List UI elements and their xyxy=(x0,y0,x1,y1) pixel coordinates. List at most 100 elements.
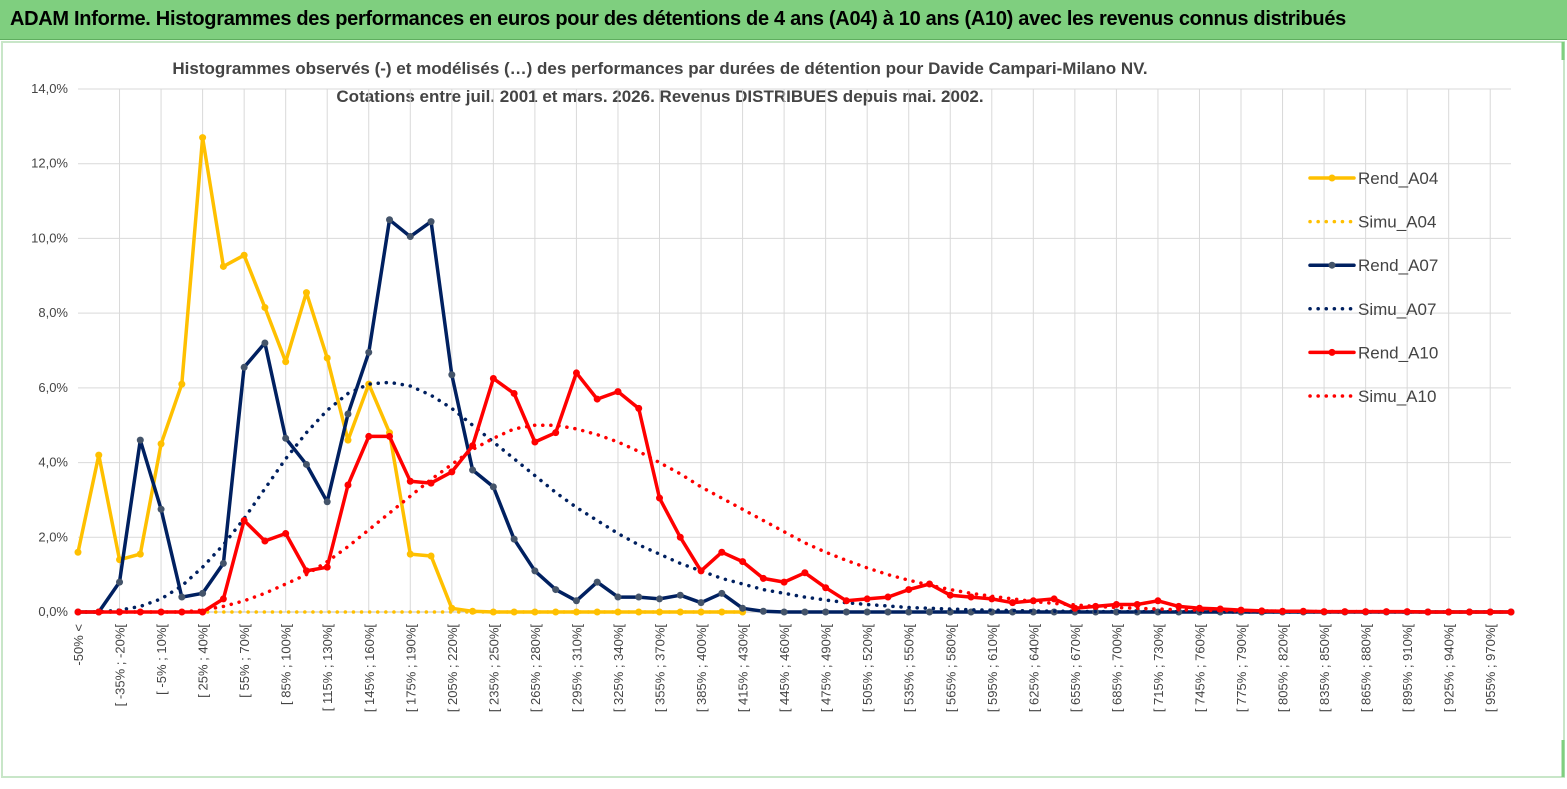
x-tick-label: [ 385% ; 400%[ xyxy=(694,624,709,713)
data-point xyxy=(302,289,310,297)
data-point xyxy=(676,591,684,599)
data-point xyxy=(344,481,352,489)
data-point xyxy=(427,218,435,226)
data-point xyxy=(1050,595,1058,603)
x-tick-label: [ -35% ; -20%[ xyxy=(113,624,128,707)
data-point xyxy=(739,604,747,612)
data-point xyxy=(614,608,622,616)
data-point xyxy=(759,574,767,582)
data-point xyxy=(1112,608,1120,616)
x-tick-label: [ 655% ; 670%[ xyxy=(1068,624,1083,713)
data-point xyxy=(386,216,394,224)
data-point xyxy=(240,363,248,371)
legend-label: Simu_A07 xyxy=(1358,300,1436,319)
data-point xyxy=(531,567,539,575)
data-point xyxy=(552,429,560,437)
x-tick-label: -50% < xyxy=(71,624,86,666)
data-point xyxy=(780,608,788,616)
data-point xyxy=(302,460,310,468)
data-point xyxy=(718,589,726,597)
data-point xyxy=(406,477,414,485)
data-point xyxy=(842,597,850,605)
x-tick-label: [ 925% ; 940%[ xyxy=(1442,624,1457,713)
data-point xyxy=(448,468,456,476)
x-tick-label: [ 565% ; 580%[ xyxy=(943,624,958,713)
data-point xyxy=(946,591,954,599)
data-point xyxy=(136,550,144,558)
x-tick-label: [ 895% ; 910%[ xyxy=(1400,624,1415,713)
data-point xyxy=(552,586,560,594)
data-point xyxy=(406,233,414,241)
data-point xyxy=(344,410,352,418)
x-tick-label: [ 865% ; 880%[ xyxy=(1359,624,1374,713)
data-point xyxy=(427,552,435,560)
x-tick-label: [ 325% ; 340%[ xyxy=(611,624,626,713)
data-point xyxy=(136,608,144,616)
data-point xyxy=(697,599,705,607)
data-point xyxy=(261,537,269,545)
data-point xyxy=(905,586,913,594)
data-point xyxy=(323,354,331,362)
data-point xyxy=(676,533,684,541)
data-point xyxy=(801,569,809,577)
data-point xyxy=(780,578,788,586)
data-point xyxy=(593,578,601,586)
data-point xyxy=(157,505,165,513)
data-point xyxy=(925,608,933,616)
legend-marker xyxy=(1328,174,1336,182)
data-point xyxy=(199,589,207,597)
data-point xyxy=(759,607,767,615)
data-point xyxy=(572,369,580,377)
data-point xyxy=(448,604,456,612)
data-point xyxy=(801,608,809,616)
data-point xyxy=(718,548,726,556)
data-point xyxy=(178,380,186,388)
data-point xyxy=(365,348,373,356)
series-line xyxy=(76,371,1513,614)
data-point xyxy=(863,595,871,603)
y-tick-label: 4,0% xyxy=(38,455,68,470)
x-tick-label: [ 445% ; 460%[ xyxy=(777,624,792,713)
data-point xyxy=(510,535,518,543)
data-point xyxy=(386,432,394,440)
data-point xyxy=(905,608,913,616)
data-point xyxy=(1341,608,1349,616)
data-point xyxy=(323,498,331,506)
data-point xyxy=(469,466,477,474)
data-point xyxy=(656,494,664,502)
data-point xyxy=(531,438,539,446)
x-tick-label: [ -5% ; 10%[ xyxy=(154,624,169,695)
x-tick-label: [ 745% ; 760%[ xyxy=(1192,624,1207,713)
data-point xyxy=(531,608,539,616)
data-point xyxy=(136,436,144,444)
data-point xyxy=(718,608,726,616)
data-point xyxy=(822,584,830,592)
legend-label: Simu_A10 xyxy=(1358,387,1436,406)
x-tick-label: [ 355% ; 370%[ xyxy=(653,624,668,713)
x-tick-label: [ 205% ; 220%[ xyxy=(445,624,460,713)
x-tick-label: [ 415% ; 430%[ xyxy=(736,624,751,713)
data-point xyxy=(614,388,622,396)
x-tick-label: [ 25% ; 40%[ xyxy=(196,624,211,698)
x-tick-label: [ 955% ; 970%[ xyxy=(1483,624,1498,713)
x-tick-label: [ 715% ; 730%[ xyxy=(1151,624,1166,713)
x-tick-label: [ 295% ; 310%[ xyxy=(569,624,584,713)
data-point xyxy=(1486,608,1494,616)
legend-marker xyxy=(1328,261,1336,269)
data-point xyxy=(240,516,248,524)
data-point xyxy=(593,395,601,403)
data-point xyxy=(95,451,103,459)
data-point xyxy=(635,404,643,412)
data-point xyxy=(489,483,497,491)
x-tick-label: [ 685% ; 700%[ xyxy=(1109,624,1124,713)
data-point xyxy=(842,608,850,616)
data-point xyxy=(1154,597,1162,605)
legend-marker xyxy=(1328,348,1336,356)
y-tick-label: 8,0% xyxy=(38,305,68,320)
legend-label: Rend_A10 xyxy=(1358,343,1438,362)
data-point xyxy=(572,608,580,616)
legend-label: Simu_A04 xyxy=(1358,213,1436,232)
x-tick-label: [ 115% ; 130%[ xyxy=(320,624,335,712)
x-tick-label: [ 175% ; 190%[ xyxy=(403,624,418,713)
